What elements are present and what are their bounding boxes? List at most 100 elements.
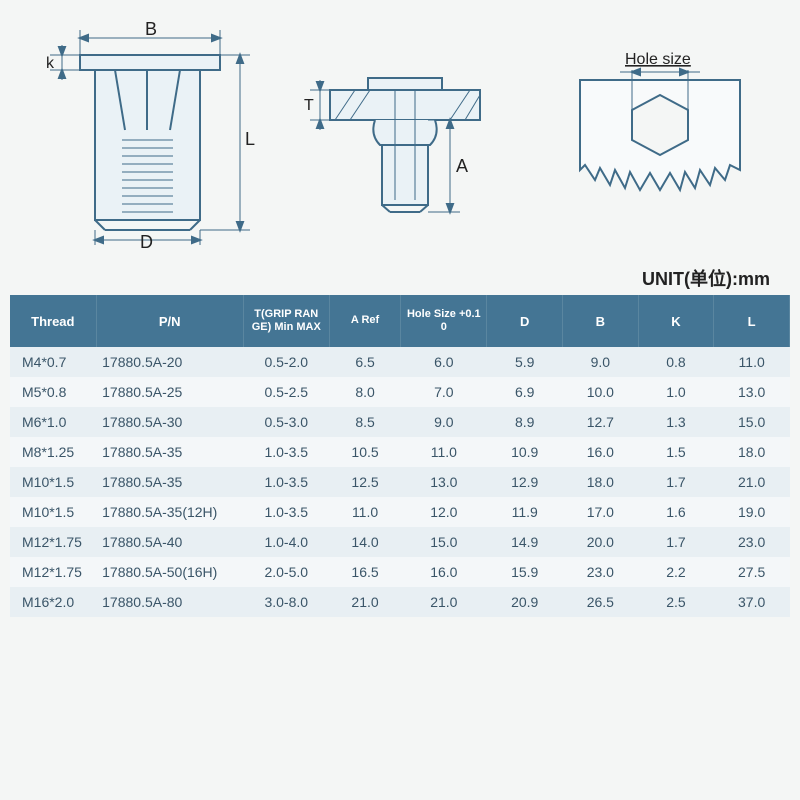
spec-table: ThreadP/NT(GRIP RAN GE) Min MAXA RefHole… (10, 295, 790, 617)
cell-pn: 17880.5A-80 (96, 587, 243, 617)
cell-thread: M10*1.5 (10, 497, 96, 527)
cell-hole: 12.0 (401, 497, 487, 527)
cell-hole: 16.0 (401, 557, 487, 587)
col-header-thread: Thread (10, 295, 96, 347)
svg-text:B: B (145, 20, 157, 39)
diagram-3: Hole size (560, 40, 760, 220)
cell-a: 6.5 (329, 347, 400, 377)
cell-pn: 17880.5A-25 (96, 377, 243, 407)
cell-pn: 17880.5A-35 (96, 437, 243, 467)
cell-d: 8.9 (487, 407, 563, 437)
cell-thread: M12*1.75 (10, 557, 96, 587)
table-row: M8*1.2517880.5A-351.0-3.510.511.010.916.… (10, 437, 790, 467)
table-row: M10*1.517880.5A-351.0-3.512.513.012.918.… (10, 467, 790, 497)
cell-b: 20.0 (563, 527, 639, 557)
cell-t: 1.0-3.5 (243, 497, 329, 527)
table-body: M4*0.717880.5A-200.5-2.06.56.05.99.00.81… (10, 347, 790, 617)
cell-k: 1.3 (638, 407, 714, 437)
cell-b: 12.7 (563, 407, 639, 437)
cell-k: 2.2 (638, 557, 714, 587)
cell-k: 2.5 (638, 587, 714, 617)
table-header: ThreadP/NT(GRIP RAN GE) Min MAXA RefHole… (10, 295, 790, 347)
col-header-b: B (563, 295, 639, 347)
cell-pn: 17880.5A-50(16H) (96, 557, 243, 587)
cell-d: 6.9 (487, 377, 563, 407)
diagram-1: B k L D (40, 20, 260, 250)
cell-hole: 21.0 (401, 587, 487, 617)
cell-a: 14.0 (329, 527, 400, 557)
svg-text:A: A (456, 156, 468, 176)
cell-l: 11.0 (714, 347, 790, 377)
cell-k: 1.7 (638, 527, 714, 557)
cell-l: 21.0 (714, 467, 790, 497)
table-row: M12*1.7517880.5A-50(16H)2.0-5.016.516.01… (10, 557, 790, 587)
cell-a: 11.0 (329, 497, 400, 527)
cell-b: 26.5 (563, 587, 639, 617)
svg-text:Hole size: Hole size (625, 51, 691, 68)
col-header-pn: P/N (96, 295, 243, 347)
cell-d: 5.9 (487, 347, 563, 377)
svg-text:k: k (46, 55, 55, 72)
cell-k: 1.6 (638, 497, 714, 527)
cell-hole: 9.0 (401, 407, 487, 437)
svg-text:L: L (245, 129, 255, 149)
svg-text:D: D (140, 232, 153, 250)
cell-t: 0.5-3.0 (243, 407, 329, 437)
table-row: M12*1.7517880.5A-401.0-4.014.015.014.920… (10, 527, 790, 557)
cell-thread: M4*0.7 (10, 347, 96, 377)
col-header-a: A Ref (329, 295, 400, 347)
cell-a: 16.5 (329, 557, 400, 587)
cell-t: 1.0-4.0 (243, 527, 329, 557)
cell-d: 14.9 (487, 527, 563, 557)
cell-b: 10.0 (563, 377, 639, 407)
diagram-2: T A (300, 60, 500, 240)
cell-b: 9.0 (563, 347, 639, 377)
cell-pn: 17880.5A-35(12H) (96, 497, 243, 527)
table-row: M5*0.817880.5A-250.5-2.58.07.06.910.01.0… (10, 377, 790, 407)
spec-table-wrap: ThreadP/NT(GRIP RAN GE) Min MAXA RefHole… (10, 295, 790, 617)
cell-d: 11.9 (487, 497, 563, 527)
cell-a: 10.5 (329, 437, 400, 467)
table-row: M4*0.717880.5A-200.5-2.06.56.05.99.00.81… (10, 347, 790, 377)
cell-b: 16.0 (563, 437, 639, 467)
cell-b: 17.0 (563, 497, 639, 527)
cell-d: 10.9 (487, 437, 563, 467)
cell-l: 13.0 (714, 377, 790, 407)
cell-t: 1.0-3.5 (243, 467, 329, 497)
cell-a: 8.0 (329, 377, 400, 407)
cell-hole: 7.0 (401, 377, 487, 407)
cell-a: 12.5 (329, 467, 400, 497)
cell-thread: M16*2.0 (10, 587, 96, 617)
cell-hole: 6.0 (401, 347, 487, 377)
cell-thread: M8*1.25 (10, 437, 96, 467)
cell-k: 0.8 (638, 347, 714, 377)
cell-thread: M12*1.75 (10, 527, 96, 557)
table-row: M10*1.517880.5A-35(12H)1.0-3.511.012.011… (10, 497, 790, 527)
cell-hole: 11.0 (401, 437, 487, 467)
table-row: M16*2.017880.5A-803.0-8.021.021.020.926.… (10, 587, 790, 617)
cell-d: 15.9 (487, 557, 563, 587)
cell-hole: 13.0 (401, 467, 487, 497)
col-header-t: T(GRIP RAN GE) Min MAX (243, 295, 329, 347)
cell-k: 1.5 (638, 437, 714, 467)
col-header-d: D (487, 295, 563, 347)
cell-l: 23.0 (714, 527, 790, 557)
cell-t: 0.5-2.0 (243, 347, 329, 377)
cell-l: 19.0 (714, 497, 790, 527)
cell-b: 18.0 (563, 467, 639, 497)
cell-hole: 15.0 (401, 527, 487, 557)
cell-a: 21.0 (329, 587, 400, 617)
cell-pn: 17880.5A-30 (96, 407, 243, 437)
cell-t: 1.0-3.5 (243, 437, 329, 467)
cell-pn: 17880.5A-40 (96, 527, 243, 557)
cell-d: 20.9 (487, 587, 563, 617)
table-row: M6*1.017880.5A-300.5-3.08.59.08.912.71.3… (10, 407, 790, 437)
cell-thread: M10*1.5 (10, 467, 96, 497)
cell-t: 2.0-5.0 (243, 557, 329, 587)
cell-d: 12.9 (487, 467, 563, 497)
cell-t: 3.0-8.0 (243, 587, 329, 617)
cell-pn: 17880.5A-35 (96, 467, 243, 497)
cell-thread: M5*0.8 (10, 377, 96, 407)
cell-thread: M6*1.0 (10, 407, 96, 437)
cell-t: 0.5-2.5 (243, 377, 329, 407)
